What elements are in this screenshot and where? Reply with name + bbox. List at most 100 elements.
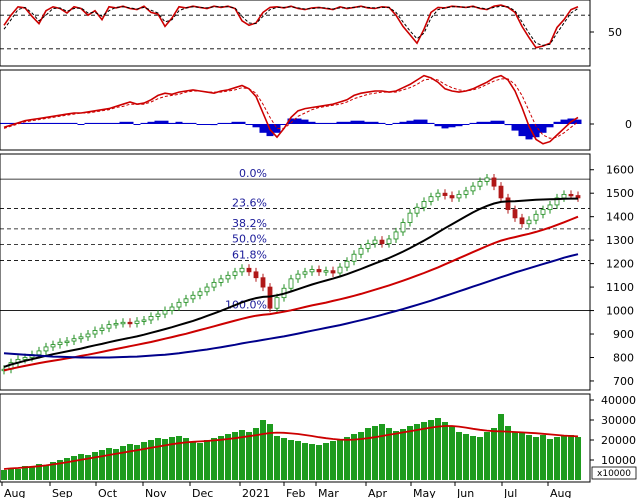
volume-bar-77 [540,435,546,480]
volume-bar-12 [85,455,91,480]
candle-body-30 [211,281,217,288]
volume-bar-59 [414,424,420,480]
volume-bar-64 [449,426,455,480]
candle-body-57 [400,222,406,233]
volume-bar-47 [330,441,336,480]
volume-bar-33 [232,432,238,480]
macd-histogram-bar-37 [259,124,267,133]
macd-histogram-bar-72 [504,124,512,126]
volume-bar-53 [372,426,378,480]
candle-body-54 [379,239,385,245]
macd-histogram-bar-42 [294,118,302,124]
macd-histogram-bar-74 [518,124,526,137]
volume-bar-6 [43,465,49,480]
volume-bar-25 [176,436,182,480]
candle-body-20 [141,319,147,322]
macd-histogram-bar-53 [371,121,379,124]
price-y-tick-label-8: 1500 [606,187,634,200]
stoch-series-0 [3,4,579,49]
macd-histogram-bar-1 [7,122,15,124]
macd-histogram-bar-40 [280,124,288,125]
volume-bar-34 [239,430,245,480]
candle-body-63 [442,192,448,196]
candle-body-17 [120,321,126,325]
candle-body-80 [561,193,567,199]
macd-histogram-bar-52 [364,121,372,124]
candle-body-46 [323,270,329,273]
candle-body-56 [393,231,399,240]
volume-bar-15 [106,448,112,480]
macd-histogram-bar-59 [413,119,421,124]
candle-body-15 [106,324,112,329]
price-y-tick-label-1: 800 [613,351,634,364]
macd-histogram-bar-4 [28,122,36,124]
macd-histogram-bar-70 [490,120,498,124]
volume-bar-55 [386,428,392,480]
macd-histogram-bar-30 [210,124,218,126]
candle-body-44 [309,269,315,273]
volume-bar-57 [400,429,406,480]
candle-body-27 [190,294,196,300]
macd-histogram-bar-71 [497,120,505,124]
macd-histogram-bar-34 [238,121,246,124]
macd-histogram-bar-0 [0,122,8,124]
volume-bar-3 [22,466,28,480]
macd-histogram-bar-12 [84,122,92,124]
volume-bar-32 [225,434,231,480]
candle-body-39 [274,297,280,309]
volume-bar-30 [211,438,217,480]
volume-bar-14 [99,450,105,480]
macd-histogram-bar-19 [133,124,141,125]
volume-bar-9 [64,458,70,480]
candle-body-6 [43,346,49,352]
moving-average-1 [3,215,579,372]
volume-bar-4 [29,467,35,480]
x-tick-label-12: Aug [550,487,571,498]
candle-body-33 [232,271,238,276]
stochastic-plot: 50 [0,4,622,50]
candle-body-75 [526,219,532,225]
macd-histogram-bar-23 [161,120,169,124]
macd-histogram-bar-45 [315,122,323,124]
macd-histogram-bar-61 [427,122,435,124]
macd-histogram-bar-33 [231,121,239,124]
volume-bar-41 [288,440,294,480]
x-tick-label-2: Oct [98,487,118,498]
moving-average-2 [3,253,579,359]
candle-body-48 [337,266,343,274]
candle-body-81 [568,193,574,197]
volume-bar-52 [365,428,371,480]
candle-body-45 [316,269,322,273]
candle-body-32 [225,274,231,280]
macd-histogram-bar-50 [350,120,358,124]
fibonacci-label-0: 0.0% [239,167,267,180]
volume-bar-67 [470,436,476,480]
x-tick-label-1: Sep [52,487,73,498]
volume-bar-35 [246,432,252,480]
candle-body-77 [540,209,546,215]
volume-average-0 [3,425,579,470]
candle-body-13 [92,330,98,335]
macd-histogram-bar-46 [322,122,330,124]
fibonacci-label-5: 100.0% [225,299,267,312]
candle-body-22 [155,313,161,317]
candle-body-60 [421,201,427,208]
volume-bar-29 [204,440,210,480]
macd-histogram-bar-22 [154,120,162,124]
macd-histogram-bar-5 [35,122,43,124]
x-tick-label-3: Nov [145,487,167,498]
macd-histogram-bar-13 [91,122,99,124]
candle-body-67 [470,185,476,192]
x-axis: Aug Sep Oct Nov Dec 2021 Feb Mar Apr May Jun Jul Aug [1,482,571,498]
volume-bar-66 [463,434,469,480]
macd-histogram-bar-47 [329,122,337,124]
candle-body-58 [407,212,413,223]
volume-bar-10 [71,456,77,480]
macd-histogram-bar-49 [343,121,351,124]
volume-bar-20 [141,442,147,480]
macd-histogram-bar-48 [336,121,344,124]
volume-bar-68 [477,437,483,480]
x-tick-label-8: Apr [368,487,388,498]
price-y-tick-label-5: 1200 [606,258,634,271]
macd-histogram-bar-21 [147,121,155,124]
